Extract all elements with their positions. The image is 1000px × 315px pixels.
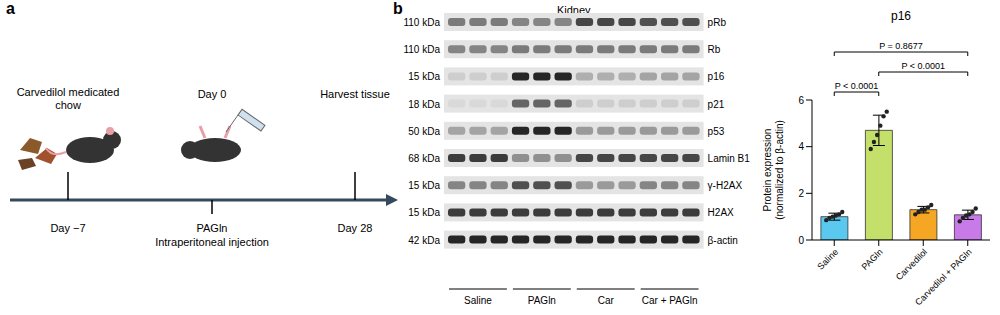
svg-text:Intraperitoneal injection: Intraperitoneal injection — [155, 236, 269, 248]
svg-text:Day −7: Day −7 — [50, 222, 85, 234]
svg-text:p21: p21 — [708, 99, 725, 110]
svg-text:50 kDa: 50 kDa — [408, 126, 440, 137]
svg-text:P < 0.0001: P < 0.0001 — [835, 81, 879, 91]
svg-text:15 kDa: 15 kDa — [408, 207, 440, 218]
svg-text:Day 28: Day 28 — [338, 222, 373, 234]
svg-text:Car + PAGln: Car + PAGln — [642, 295, 698, 306]
svg-text:Kidney: Kidney — [557, 4, 591, 16]
svg-text:0: 0 — [798, 235, 804, 246]
svg-text:P < 0.0001: P < 0.0001 — [901, 61, 945, 71]
svg-text:p16: p16 — [891, 9, 911, 23]
svg-text:p53: p53 — [708, 126, 725, 137]
svg-text:15 kDa: 15 kDa — [408, 71, 440, 82]
svg-text:Saline: Saline — [815, 247, 840, 272]
svg-text:Rb: Rb — [708, 44, 721, 55]
svg-text:18 kDa: 18 kDa — [408, 99, 440, 110]
svg-text:b: b — [393, 0, 403, 17]
svg-text:42 kDa: 42 kDa — [408, 235, 440, 246]
svg-text:6: 6 — [798, 95, 804, 106]
svg-text:a: a — [8, 0, 15, 17]
svg-text:2: 2 — [798, 188, 804, 199]
svg-text:Carvedilol: Carvedilol — [894, 247, 929, 282]
svg-text:110 kDa: 110 kDa — [403, 44, 440, 55]
svg-text:68 kDa: 68 kDa — [408, 153, 440, 164]
svg-text:pRb: pRb — [708, 17, 727, 28]
svg-text:PAGln: PAGln — [197, 222, 228, 234]
svg-text:Carvedilol medicated: Carvedilol medicated — [17, 86, 120, 98]
svg-text:Day 0: Day 0 — [198, 88, 227, 100]
svg-text:Car: Car — [598, 295, 615, 306]
svg-text:β-actin: β-actin — [708, 235, 738, 246]
svg-text:Lamin B1: Lamin B1 — [708, 153, 751, 164]
svg-text:PAGln: PAGln — [528, 295, 556, 306]
svg-text:chow: chow — [55, 99, 81, 111]
svg-text:15 kDa: 15 kDa — [408, 180, 440, 191]
svg-text:Saline: Saline — [464, 295, 492, 306]
svg-text:p16: p16 — [708, 71, 725, 82]
svg-text:H2AX: H2AX — [708, 207, 734, 218]
svg-text:P = 0.8677: P = 0.8677 — [879, 41, 923, 51]
svg-text:110 kDa: 110 kDa — [403, 17, 440, 28]
svg-text:Protein expression: Protein expression — [762, 129, 773, 212]
svg-text:4: 4 — [798, 141, 804, 152]
svg-text:Carvedilol + PAGln: Carvedilol + PAGln — [913, 247, 974, 308]
svg-text:PAGln: PAGln — [860, 247, 885, 272]
svg-text:Harvest tissue: Harvest tissue — [320, 88, 390, 100]
svg-text:(normalized to β-actin): (normalized to β-actin) — [774, 120, 785, 220]
svg-text:γ-H2AX: γ-H2AX — [708, 180, 743, 191]
